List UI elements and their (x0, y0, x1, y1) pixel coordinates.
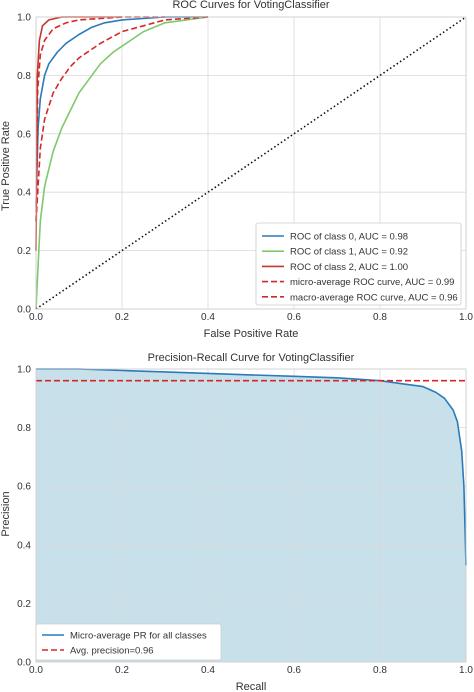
pr-x-tick-label: 0.8 (373, 665, 387, 676)
roc-legend: ROC of class 0, AUC = 0.98 ROC of class 1… (255, 222, 462, 306)
roc-y-axis-label: True Positive Rate (0, 121, 12, 211)
pr-axes-frame (35, 368, 467, 663)
roc-legend-label-4: macro-average ROC curve, AUC = 0.96 (290, 292, 458, 303)
roc-x-tick-label: 0.2 (115, 312, 129, 323)
roc-legend-box (255, 222, 462, 306)
roc-x-axis-label: False Positive Rate (204, 328, 299, 340)
roc-series-line-1 (35, 16, 209, 310)
roc-legend-label-3: micro-average ROC curve, AUC = 0.99 (290, 277, 454, 288)
pr-legend-label-1: Avg. precision=0.96 (70, 646, 154, 657)
roc-y-tick-label: 0.8 (17, 71, 31, 82)
pr-y-tick-label: 0.8 (17, 423, 31, 434)
pr-chart-title: Precision-Recall Curve for VotingClassif… (148, 352, 355, 364)
pr-y-tick-label: 0.0 (17, 658, 31, 669)
pr-y-tick-label: 0.4 (17, 540, 31, 551)
roc-series-line-3 (35, 16, 165, 222)
roc-x-tick-label: 0.4 (201, 312, 215, 323)
pr-y-axis-label: Precision (0, 491, 12, 536)
pr-area-fill (36, 369, 466, 662)
pr-x-tick-label: 0.0 (29, 665, 43, 676)
pr-x-tick-label: 0.6 (287, 665, 301, 676)
pr-y-tick-label: 1.0 (17, 365, 31, 376)
roc-x-tick-label: 0.8 (373, 312, 387, 323)
roc-series-line-5 (35, 16, 467, 310)
pr-x-axis-label: Recall (236, 681, 267, 692)
roc-x-tick-label: 0.0 (29, 312, 43, 323)
roc-plot-area: 0.0 0.2 0.4 0.6 0.8 1.0 0.0 0.2 0.4 0.6 0.8 1.0 (17, 13, 473, 324)
roc-y-tick-label: 0.0 (17, 305, 31, 316)
roc-chart: ROC Curves for VotingClassifier 0.0 0.2 0.… (0, 0, 473, 340)
pr-legend-label-0: Micro-average PR for all classes (70, 631, 207, 642)
pr-legend: Micro-average PR for all classes Avg. pre… (35, 623, 222, 661)
pr-x-tick-label: 1.0 (459, 665, 473, 676)
roc-series-line-4 (35, 16, 209, 222)
pr-plot-area: 0.0 0.2 0.4 0.6 0.8 1.0 0.0 0.2 0.4 0.6 0.8 1.0 (17, 365, 473, 677)
roc-y-tick-label: 1.0 (17, 13, 31, 24)
roc-y-tick-label: 0.2 (17, 246, 31, 257)
roc-chart-title: ROC Curves for VotingClassifier (172, 0, 329, 11)
pr-legend-box (35, 623, 222, 661)
pr-y-tick-label: 0.2 (17, 599, 31, 610)
roc-legend-label-1: ROC of class 1, AUC = 0.92 (290, 247, 408, 258)
roc-x-tick-label: 0.6 (287, 312, 301, 323)
roc-y-tick-label: 0.6 (17, 129, 31, 140)
roc-series-line-0 (35, 16, 208, 207)
roc-axes-frame (35, 16, 467, 310)
roc-legend-label-0: ROC of class 0, AUC = 0.98 (290, 232, 408, 243)
roc-legend-label-2: ROC of class 2, AUC = 1.00 (290, 262, 408, 273)
pr-y-tick-label: 0.6 (17, 482, 31, 493)
roc-x-tick-label: 1.0 (459, 312, 473, 323)
pr-x-tick-label: 0.2 (115, 665, 129, 676)
roc-y-tick-label: 0.4 (17, 188, 31, 199)
pr-x-tick-label: 0.4 (201, 665, 215, 676)
pr-chart: Precision-Recall Curve for VotingClassif… (0, 352, 473, 692)
